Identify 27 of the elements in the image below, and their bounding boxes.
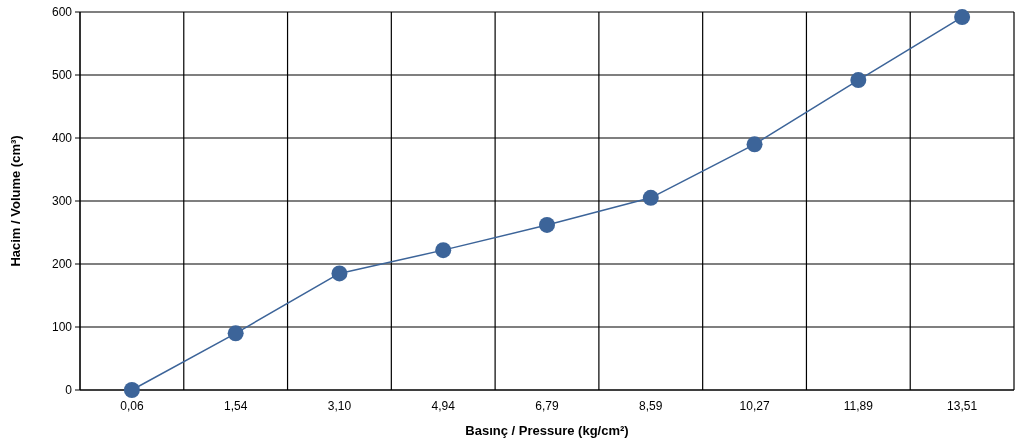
x-tick-label: 10,27: [739, 399, 770, 413]
point: [850, 72, 867, 89]
point: [746, 136, 763, 153]
point: [227, 325, 244, 342]
point: [539, 216, 555, 233]
y-tick-label: 300: [51, 194, 73, 209]
x-tick-label: 13,51: [947, 399, 978, 413]
y-tick-label: 600: [51, 5, 73, 20]
point: [642, 189, 659, 206]
y-tick-label: 400: [51, 131, 73, 146]
y-tick-label: 0: [65, 383, 73, 398]
x-tick-label: 3,10: [327, 399, 352, 413]
x-tick-label: 11,89: [843, 399, 874, 413]
point: [954, 9, 971, 26]
y-axis-title: Hacim / Volume (cm³): [8, 135, 23, 267]
y-tick-label: 500: [51, 68, 73, 83]
x-tick-label: 0,06: [120, 399, 144, 413]
point: [435, 242, 452, 259]
x-tick-label: 1,54: [223, 399, 248, 413]
y-tick-label: 100: [51, 320, 73, 335]
x-tick-label: 6,79: [535, 399, 559, 413]
x-tick-label: 4,94: [431, 399, 456, 413]
x-axis-title: Basınç / Pressure (kg/cm²): [465, 423, 629, 438]
point: [331, 265, 348, 282]
x-tick-label: 8,59: [639, 399, 663, 413]
y-tick-label: 200: [51, 257, 73, 272]
point: [123, 382, 140, 398]
